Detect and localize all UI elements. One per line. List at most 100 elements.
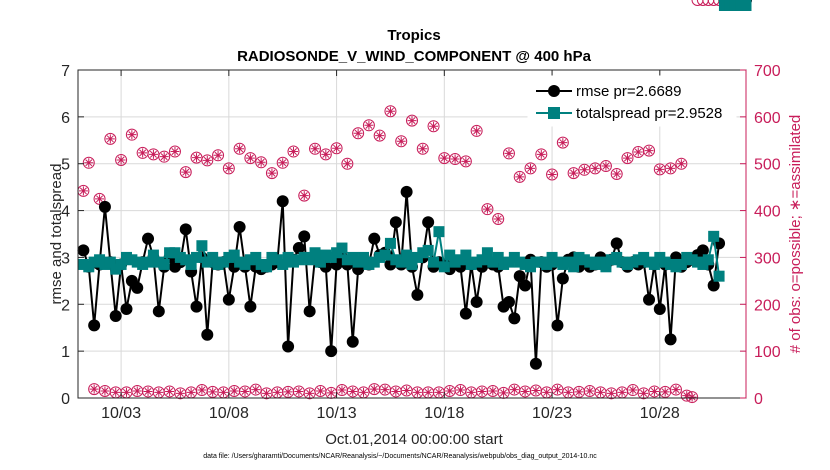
assimilated-obs-point bbox=[127, 130, 137, 140]
assimilated-obs-point bbox=[283, 387, 293, 397]
assimilated-obs-point bbox=[423, 387, 433, 397]
y2-tick-label: 700 bbox=[754, 63, 781, 80]
assimilated-obs-point bbox=[412, 387, 422, 397]
possible-obs-point bbox=[201, 154, 214, 167]
possible-obs-point bbox=[626, 384, 639, 397]
assimilated-obs-point bbox=[439, 153, 449, 163]
assimilated-obs-point bbox=[342, 159, 352, 169]
possible-obs-point bbox=[341, 157, 354, 170]
possible-obs-point bbox=[621, 152, 634, 165]
rmse-point bbox=[179, 223, 192, 236]
rmse-point bbox=[325, 345, 338, 358]
assimilated-obs-point bbox=[364, 120, 374, 130]
possible-obs-point bbox=[222, 162, 235, 175]
assimilated-obs-point bbox=[429, 121, 439, 131]
possible-obs-point bbox=[610, 168, 623, 181]
rmse-point bbox=[551, 319, 564, 332]
possible-obs-point bbox=[707, 0, 720, 6]
chart-subtitle: RADIOSONDE_V_WIND_COMPONENT @ 400 hPa bbox=[237, 48, 592, 65]
rmse-point bbox=[368, 232, 381, 245]
rmse-point bbox=[222, 293, 235, 306]
y-tick-label: 1 bbox=[61, 344, 70, 361]
assimilated-obs-point bbox=[402, 386, 412, 396]
possible-obs-point bbox=[276, 156, 289, 169]
totalspread-point bbox=[104, 256, 116, 268]
possible-obs-point bbox=[481, 203, 494, 216]
assimilated-obs-point bbox=[332, 143, 342, 153]
possible-obs-point bbox=[330, 142, 343, 155]
assimilated-obs-point bbox=[245, 153, 255, 163]
possible-obs-point bbox=[546, 168, 559, 181]
totalspread-point bbox=[314, 256, 326, 268]
totalspread-point bbox=[422, 244, 434, 256]
possible-obs-point bbox=[352, 127, 365, 140]
assimilated-obs-point bbox=[574, 387, 584, 397]
legend-totalspread-marker bbox=[548, 107, 560, 119]
y2-tick-label: 100 bbox=[754, 344, 781, 361]
rmse-point bbox=[459, 307, 472, 320]
assimilated-obs-point bbox=[482, 204, 492, 214]
totalspread-point bbox=[358, 251, 370, 263]
x-tick-label: 10/23 bbox=[532, 405, 572, 422]
rmse-point bbox=[346, 335, 359, 348]
x-tick-label: 10/28 bbox=[640, 405, 680, 422]
possible-obs-point bbox=[395, 135, 408, 148]
y2-tick-label: 200 bbox=[754, 297, 781, 314]
possible-obs-point bbox=[664, 162, 677, 175]
totalspread-point bbox=[492, 251, 504, 263]
assimilated-obs-point bbox=[310, 144, 320, 154]
assimilated-obs-point bbox=[455, 385, 465, 395]
assimilated-obs-point bbox=[617, 387, 627, 397]
assimilated-obs-point bbox=[520, 386, 530, 396]
totalspread-point bbox=[304, 254, 316, 266]
possible-obs-point bbox=[255, 156, 268, 169]
assimilated-obs-point bbox=[493, 214, 503, 224]
rmse-point bbox=[152, 305, 165, 318]
possible-obs-point bbox=[298, 189, 311, 202]
assimilated-obs-point bbox=[606, 388, 616, 398]
possible-obs-point bbox=[309, 142, 322, 155]
x-axis-label: Oct.01,2014 00:00:00 start bbox=[325, 431, 503, 448]
assimilated-obs-point bbox=[660, 387, 670, 397]
assimilated-obs-point bbox=[461, 156, 471, 166]
assimilated-obs-point bbox=[197, 385, 207, 395]
y2-tick-label: 500 bbox=[754, 157, 781, 174]
y2-tick-label: 300 bbox=[754, 250, 781, 267]
plot-area bbox=[77, 0, 752, 404]
possible-obs-point bbox=[513, 170, 526, 183]
legend-totalspread-label: totalspread pr=2.9528 bbox=[576, 105, 722, 122]
possible-obs-point bbox=[427, 120, 440, 133]
possible-obs-point bbox=[535, 148, 548, 161]
assimilated-obs-point bbox=[235, 144, 245, 154]
x-tick-label: 10/13 bbox=[317, 405, 357, 422]
assimilated-obs-point bbox=[202, 155, 212, 165]
possible-obs-point bbox=[524, 162, 537, 175]
assimilated-obs-point bbox=[585, 386, 595, 396]
possible-obs-point bbox=[702, 0, 715, 6]
possible-obs-point bbox=[416, 142, 429, 155]
assimilated-obs-point bbox=[240, 386, 250, 396]
assimilated-obs-point bbox=[353, 128, 363, 138]
legend: rmse pr=2.6689 totalspread pr=2.9528 bbox=[527, 75, 737, 127]
rmse-line bbox=[82, 191, 721, 364]
totalspread-point bbox=[191, 251, 203, 263]
assimilated-obs-point bbox=[676, 159, 686, 169]
assimilated-obs-point bbox=[375, 131, 385, 141]
assimilated-obs-point bbox=[542, 387, 552, 397]
assimilated-obs-point bbox=[407, 116, 417, 126]
y-tick-label: 7 bbox=[61, 63, 70, 80]
rmse-point bbox=[109, 310, 122, 322]
legend-box bbox=[527, 75, 737, 127]
y-tick-label: 5 bbox=[61, 157, 70, 174]
totalspread-point bbox=[438, 261, 450, 273]
rmse-point bbox=[131, 281, 144, 294]
assimilated-obs-point bbox=[526, 163, 536, 173]
totalspread-point bbox=[379, 249, 391, 261]
rmse-point bbox=[529, 357, 542, 370]
totalspread-point bbox=[309, 247, 321, 259]
legend-rmse-marker bbox=[548, 85, 560, 97]
rmse-point bbox=[303, 305, 316, 318]
possible-obs-point bbox=[556, 136, 569, 149]
assimilated-obs-point bbox=[181, 167, 191, 177]
totalspread-point bbox=[648, 258, 660, 270]
